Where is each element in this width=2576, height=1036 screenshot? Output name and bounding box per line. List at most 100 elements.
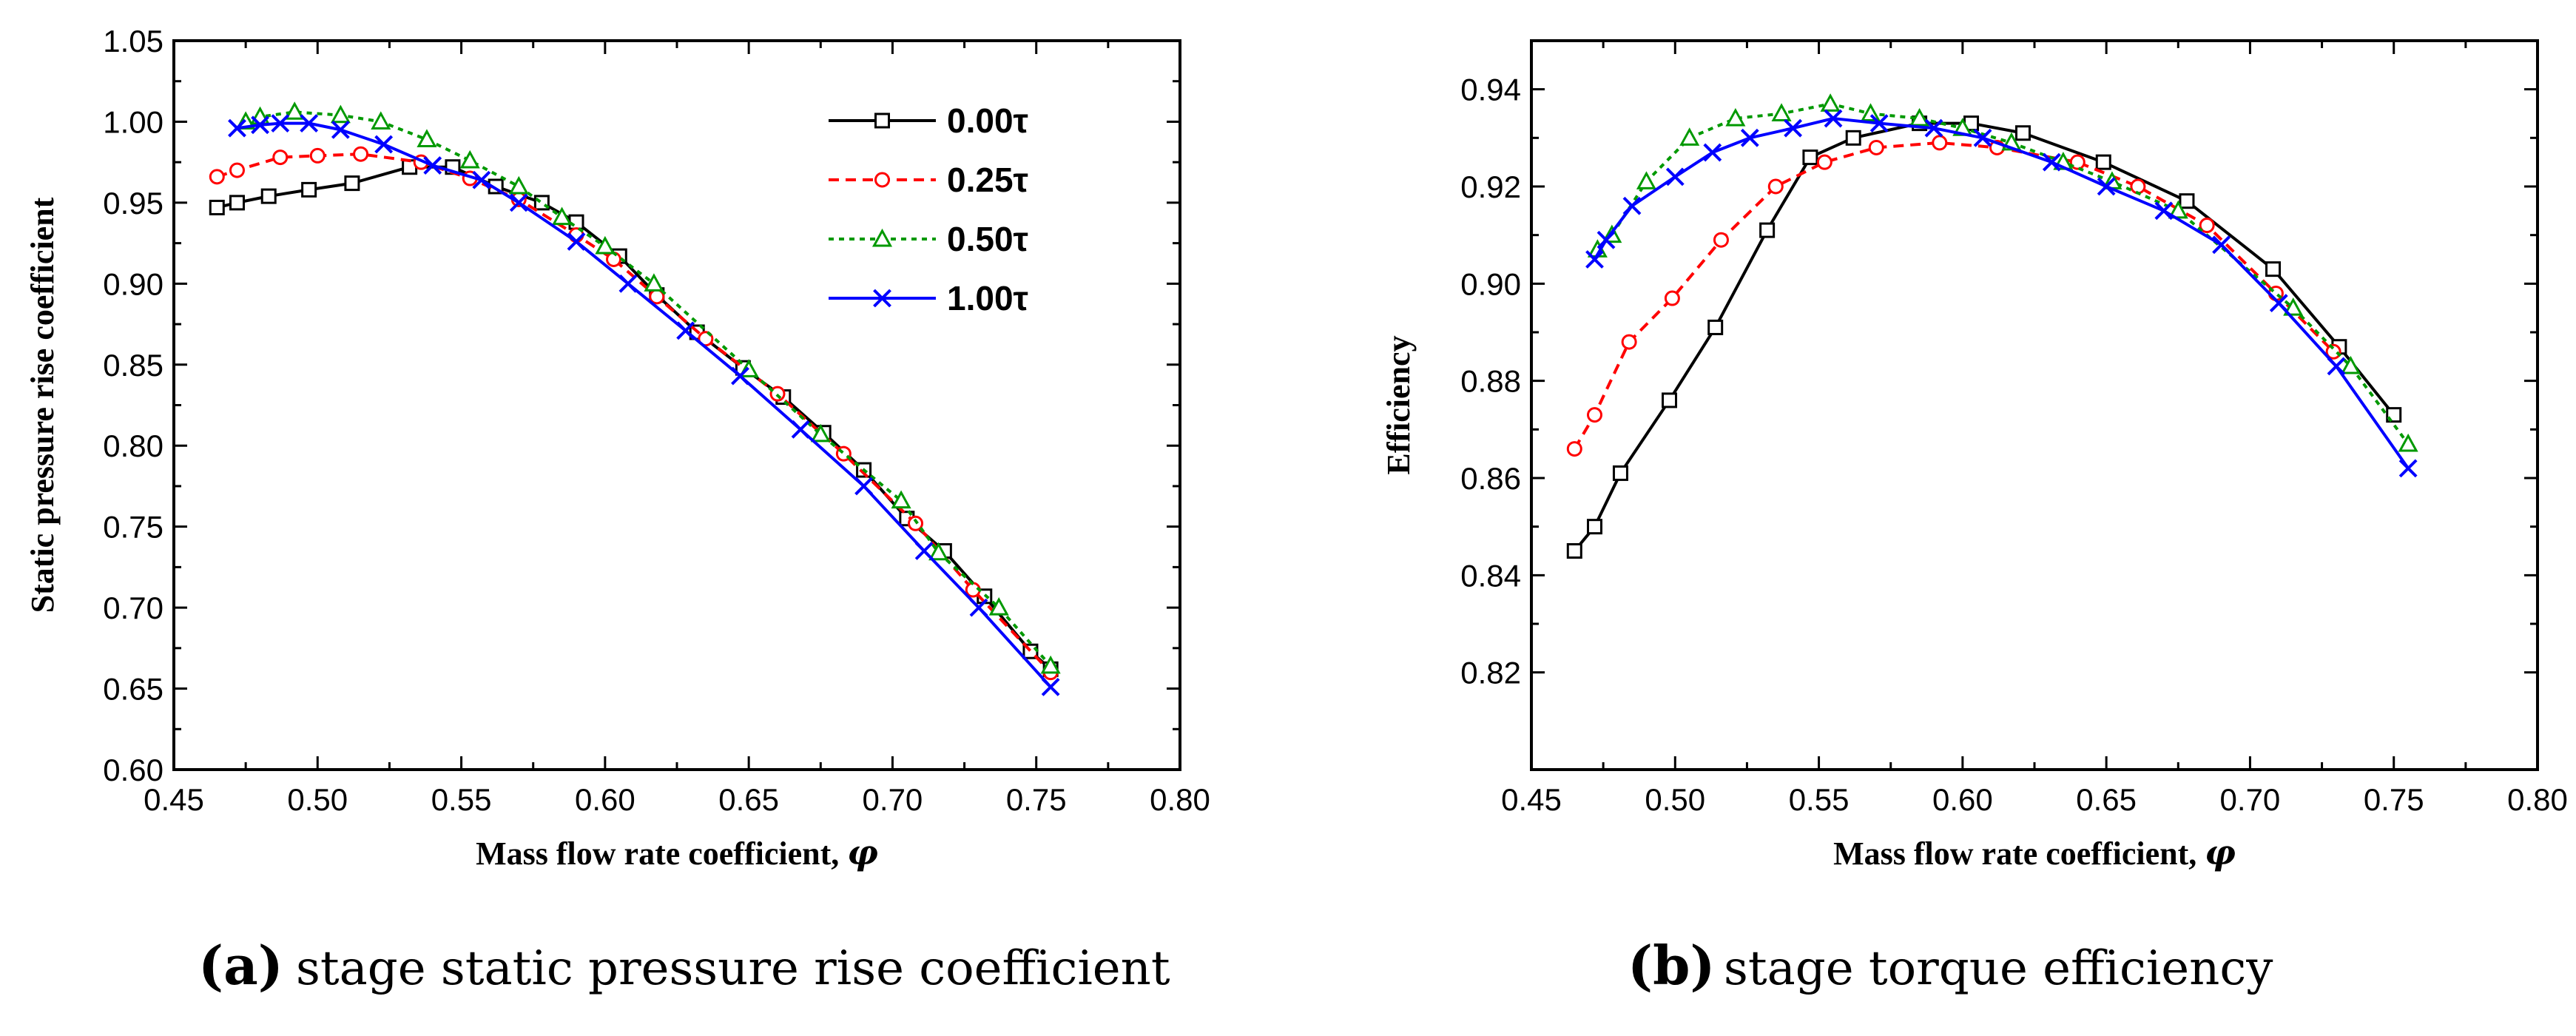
data-point-0-50 [1725,107,1746,127]
data-point-0-50 [552,206,573,226]
legend-item-0-25: 0.25τ [829,161,1028,199]
data-point-0-50 [1820,93,1841,112]
series-0-00 [1566,115,2402,559]
y-tick-label-0-70: 0.70 [103,591,163,625]
data-point-0-25 [1932,135,1948,151]
data-point-0-00 [1662,392,1678,408]
x-tick-label-0-50: 0.50 [287,782,348,817]
data-point-0-00 [1707,319,1724,335]
legend-label-0-25: 0.25τ [947,161,1028,199]
data-point-0-00 [1759,222,1776,238]
caption-a-text: stage static pressure rise coefficient [296,941,1170,996]
y-tick-label-1-00: 1.00 [103,104,163,139]
legend-marker-0-00 [874,112,890,129]
data-point-1-00 [271,114,290,133]
y-tick-label-0-92: 0.92 [1460,169,1521,204]
plot-area-b: 0.45 0.50 0.55 0.60 0.65 0.70 0.75 0.80 0.82 0.84… [1380,39,2568,872]
x-tick-label-0-70: 0.70 [863,782,923,817]
y-tick-label-0-95: 0.95 [103,186,163,221]
data-point-1-00 [1703,143,1722,162]
data-point-1-00 [1740,128,1759,147]
y-tick-label-0-94: 0.94 [1460,73,1521,107]
data-point-0-50 [1679,127,1700,146]
y-tick-label-0-86: 0.86 [1460,461,1521,496]
y-tick-label-0-85: 0.85 [103,348,163,383]
series-1-00 [228,114,1060,696]
legend-label-0-00: 0.00τ [947,101,1028,140]
data-point-0-25 [2069,154,2086,170]
x-tick-label-0-70: 0.70 [2220,782,2281,817]
data-point-0-00 [301,181,317,198]
data-point-1-00 [914,542,934,560]
data-point-0-00 [1586,519,1602,535]
data-point-1-00 [2154,201,2174,221]
caption-b-text: stage torque efficiency [1724,941,2273,996]
data-point-0-00 [2014,125,2031,141]
data-point-0-00 [2095,154,2111,170]
x-tick-label-0-75: 0.75 [2364,782,2424,817]
data-point-1-00 [1041,677,1060,696]
data-point-1-00 [2398,459,2418,478]
data-point-0-50 [1909,107,1930,127]
data-point-0-00 [1802,149,1818,166]
legend-item-0-00: 0.00τ [829,101,1028,140]
data-point-0-00 [2179,193,2195,209]
data-point-0-25 [1586,407,1602,423]
axes-frame-a [172,39,1181,771]
data-point-1-00 [1973,128,1992,147]
data-point-0-00 [344,175,360,192]
x-tick-label-0-65: 0.65 [2076,782,2137,817]
data-point-0-25 [1566,441,1582,457]
x-tick-label-0-80: 0.80 [2507,782,2568,817]
caption-a: (a) stage static pressure rise coefficie… [198,934,1170,997]
y-tick-label-1-05: 1.05 [103,24,163,58]
legend: 0.00τ 0.25τ 0.50τ 1.00τ [829,101,1028,317]
data-point-1-00 [618,274,638,293]
data-point-1-00 [676,321,695,340]
data-point-0-50 [330,104,351,124]
x-axis-label-b: Mass flow rate coefficient, φ [1833,832,2236,872]
series-line-0-25 [216,152,1052,674]
x-tick-label-0-55: 0.55 [1789,782,1850,817]
x-tick-label-0-55: 0.55 [431,782,492,817]
x-tick-label-0-45: 0.45 [144,782,204,817]
data-point-1-00 [2269,294,2288,313]
y-tick-label-0-65: 0.65 [103,672,163,707]
data-point-0-50 [508,175,529,195]
data-point-1-00 [1665,167,1685,186]
data-point-1-00 [423,156,442,175]
legend-marker-0-25 [874,172,890,188]
data-point-0-00 [1566,543,1582,559]
data-point-0-00 [1845,130,1861,146]
data-point-0-25 [908,515,924,531]
data-point-0-50 [2283,297,2304,316]
plot-area-a: 0.45 0.50 0.55 0.60 0.65 0.70 0.75 0.80 0.60 0.65… [24,24,1210,872]
chart-panel-b: 0.45 0.50 0.55 0.60 0.65 0.70 0.75 0.80 0.82 0.84… [1380,39,2568,872]
legend-item-1-00: 1.00τ [829,279,1028,317]
data-point-0-50 [1771,103,1792,121]
data-point-0-25 [229,162,245,178]
data-point-1-00 [300,114,319,133]
series-line-0-50 [1596,102,2410,445]
caption-b-label: (b) [1628,934,1715,997]
data-point-1-00 [2212,235,2231,255]
series-0-25 [1566,135,2341,457]
data-point-0-50 [891,490,911,509]
data-point-1-00 [791,420,810,439]
data-point-1-00 [969,598,988,617]
data-point-0-25 [2325,343,2341,360]
series-0-25 [209,146,1059,681]
series-0-50 [235,101,1061,674]
y-axis-label-a: Static pressure rise coefficient [24,197,61,613]
y-tick-label-0-88: 0.88 [1460,364,1521,399]
x-tick-label-0-80: 0.80 [1150,782,1210,817]
data-point-0-50 [1040,655,1061,674]
legend-marker-1-00 [873,289,891,308]
data-point-0-50 [284,101,305,120]
data-point-0-25 [1767,178,1784,195]
data-point-1-00 [228,118,246,138]
data-point-0-25 [1868,139,1884,155]
y-axis-label-b: Efficiency [1380,335,1417,474]
series-1-00 [1585,109,2418,478]
